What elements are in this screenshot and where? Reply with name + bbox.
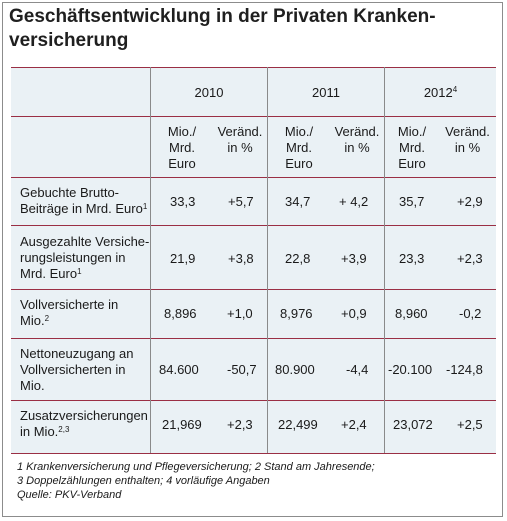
table-cell: +0,9 <box>341 306 367 321</box>
table-cell: +2,3 <box>457 251 483 266</box>
rule-year-header <box>11 116 496 117</box>
table-cell: 22,8 <box>285 251 311 266</box>
table-cell: +2,3 <box>227 417 253 432</box>
table-cell: 23,072 <box>393 417 433 432</box>
subheader-absolute-2010: Mio./Mrd. Euro <box>167 124 197 171</box>
subheader-change-2012: Veränd. in % <box>445 124 490 155</box>
table-cell: 21,9 <box>170 251 196 266</box>
table-cell: 8,896 <box>164 306 197 321</box>
table-cell: +2,5 <box>457 417 483 432</box>
table-cell: 22,499 <box>278 417 318 432</box>
table-cell: -124,8 <box>446 362 483 377</box>
table-cell: -0,2 <box>459 306 482 321</box>
column-divider-1 <box>150 67 151 453</box>
table-cell: + 4,2 <box>339 194 369 209</box>
table-panel <box>11 67 496 453</box>
rule-bottom <box>11 453 496 454</box>
year-header-2011: 2011 <box>312 85 340 100</box>
table-cell: +5,7 <box>228 194 254 209</box>
subheader-change-2010: Veränd. in % <box>217 124 263 155</box>
subheader-absolute-2011: Mio./Mrd. Euro <box>284 124 314 171</box>
table-cell: +3,8 <box>228 251 254 266</box>
year-header-2012: 20124 <box>423 85 458 100</box>
table-cell: +2,9 <box>457 194 483 209</box>
column-divider-2 <box>267 67 268 453</box>
subheader-absolute-2012: Mio./Mrd. Euro <box>397 124 427 171</box>
row-label-zusatzversicherungen: Zusatzversicherungen in Mio.2,3 <box>20 408 148 439</box>
table-cell: +2,4 <box>341 417 367 432</box>
table-cell: 34,7 <box>285 194 311 209</box>
title-line-2: versicherung <box>9 30 129 51</box>
table-cell: -50,7 <box>227 362 257 377</box>
rule-subheader <box>11 177 496 178</box>
rule-row-1 <box>11 225 496 226</box>
table-cell: +1,0 <box>227 306 253 321</box>
rule-row-3 <box>11 338 496 339</box>
year-header-2010: 2010 <box>194 85 224 100</box>
table-cell: 35,7 <box>399 194 425 209</box>
table-cell: -20.100 <box>388 362 433 377</box>
row-label-versicherungsleistungen: Ausgezahlte Versiche- rungsleistungen in… <box>20 234 150 281</box>
footnote-line-1: 1 Krankenversicherung und Pflegeversiche… <box>17 461 375 473</box>
table-cell: 8,960 <box>395 306 428 321</box>
title-line-1: Geschäftsentwicklung in der Privaten Kra… <box>9 6 436 27</box>
rule-top <box>11 67 496 68</box>
table-cell: -4,4 <box>346 362 369 377</box>
subheader-change-2011: Veränd. in % <box>334 124 380 155</box>
table-cell: 80.900 <box>275 362 315 377</box>
source-line: Quelle: PKV-Verband <box>17 489 122 501</box>
row-label-nettoneuzugang: Nettoneuzugang an Vollversicherten in Mi… <box>20 346 134 393</box>
table-cell: 84.600 <box>159 362 199 377</box>
row-label-vollversicherte: Vollversicherte in Mio.2 <box>20 297 119 328</box>
table-cell: +3,9 <box>341 251 367 266</box>
column-divider-3 <box>384 67 385 453</box>
footnote-line-2: 3 Doppelzählungen enthalten; 4 vorläufig… <box>17 475 270 487</box>
page-title: Geschäftsentwicklung in der Privaten Kra… <box>9 5 489 53</box>
rule-row-2 <box>11 289 496 290</box>
row-label-brutto-beitraege: Gebuchte Brutto- Beiträge in Mrd. Euro1 <box>20 185 148 216</box>
table-cell: 23,3 <box>399 251 425 266</box>
rule-row-4 <box>11 400 496 401</box>
table-cell: 33,3 <box>170 194 196 209</box>
table-cell: 8,976 <box>280 306 313 321</box>
table-cell: 21,969 <box>162 417 202 432</box>
